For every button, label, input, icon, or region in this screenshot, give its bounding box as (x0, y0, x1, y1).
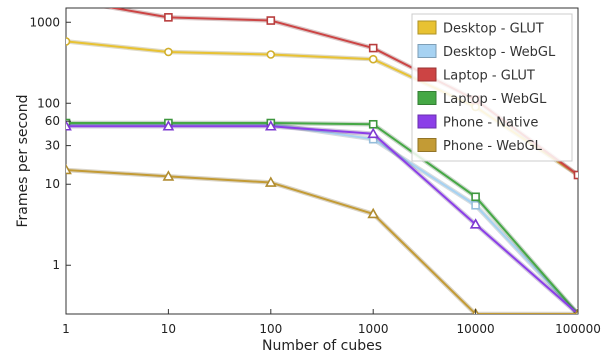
x-tick-label: 1 (62, 322, 70, 336)
data-point (367, 207, 380, 219)
data-point (471, 200, 480, 210)
legend-swatch (417, 20, 437, 35)
x-tick-label: 1000 (358, 322, 389, 336)
legend-label: Desktop - WebGL (443, 45, 556, 60)
data-point (66, 120, 72, 131)
data-point (162, 170, 175, 181)
x-tick-label: 100000 (555, 322, 601, 336)
y-tick-label: 1000 (29, 15, 60, 29)
data-point (66, 37, 71, 46)
y-axis-title: Frames per second (15, 95, 31, 228)
y-tick-label: 30 (45, 139, 60, 153)
legend-swatch (417, 67, 437, 82)
x-tick-label: 10 (161, 322, 176, 336)
data-point (368, 43, 378, 53)
data-point (266, 50, 276, 59)
data-point (264, 120, 277, 131)
legend-item: Desktop - GLUT (417, 20, 544, 37)
data-point (264, 176, 277, 187)
data-point (164, 13, 173, 22)
data-point (66, 163, 72, 175)
series-line (66, 122, 578, 314)
legend-swatch (417, 44, 437, 58)
series-phone-webgl (66, 163, 578, 314)
y-tick-label: 60 (45, 114, 60, 128)
y-tick-label: 10 (45, 177, 60, 191)
series-laptop-webgl (66, 118, 578, 314)
data-point (367, 127, 380, 139)
series-line (66, 125, 578, 314)
legend-item: Desktop - WebGL (417, 44, 556, 60)
x-tick-label: 100 (259, 322, 282, 336)
legend-swatch (417, 138, 437, 152)
x-axis-title: Number of cubes (262, 338, 382, 353)
data-point (573, 170, 578, 180)
x-axis-ticks: 1 10 100 1000 10000 100000 (62, 309, 601, 336)
data-point (266, 16, 276, 25)
data-point (368, 119, 378, 129)
legend-label: Laptop - WebGL (443, 92, 547, 107)
legend-label: Phone - WebGL (443, 139, 543, 154)
series-phone-native (66, 120, 578, 314)
series-line (66, 123, 578, 314)
data-point (469, 218, 482, 229)
series-line (66, 168, 578, 314)
legend-swatch (417, 114, 437, 129)
data-point (574, 307, 578, 314)
legend-item: Phone - Native (417, 114, 538, 131)
legend: Desktop - GLUT Desktop - WebGL Laptop - GL… (411, 13, 573, 162)
data-point (368, 54, 378, 64)
legend-label: Laptop - GLUT (443, 69, 535, 84)
data-point (164, 47, 173, 57)
data-point (66, 118, 71, 128)
legend-item: Laptop - WebGL (417, 91, 547, 107)
data-point (471, 192, 480, 202)
x-tick-label: 10000 (457, 322, 495, 336)
legend-item: Phone - WebGL (417, 138, 543, 154)
y-axis-ticks: 1 10 30 60 100 1000 (29, 15, 71, 272)
legend-item: Laptop - GLUT (417, 67, 535, 84)
data-point (162, 120, 175, 131)
y-tick-label: 100 (37, 96, 60, 110)
legend-label: Phone - Native (443, 116, 538, 131)
legend-swatch (417, 91, 437, 105)
legend-box (411, 13, 573, 162)
y-tick-label: 1 (52, 258, 60, 272)
legend-label: Desktop - GLUT (443, 22, 544, 37)
